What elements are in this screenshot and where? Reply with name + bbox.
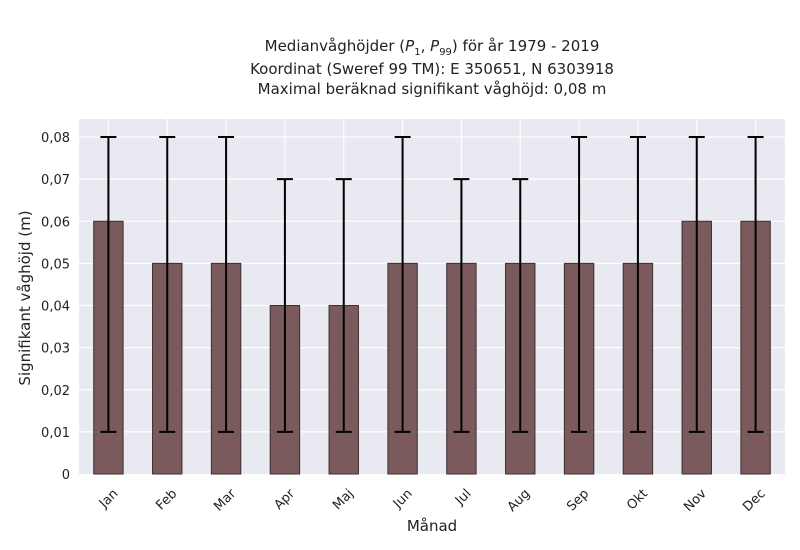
chart-title: Medianvåghöjder (P1, P99) för år 1979 - … <box>265 37 600 58</box>
x-tick-label-mar: Mar <box>211 486 239 514</box>
x-tick-label-aug: Aug <box>505 486 534 515</box>
x-tick-label-jan: Jan <box>96 486 121 511</box>
y-tick-label: 0,07 <box>41 173 70 188</box>
y-tick-label: 0,05 <box>41 257 70 272</box>
x-tick-label-jul: Jul <box>452 486 474 508</box>
x-ticks: Jan Feb Mar Apr Maj Jun Jul Aug Sep Okt Nov Dec <box>96 486 769 515</box>
x-tick-label-okt: Okt <box>624 486 651 513</box>
x-tick-label-dec: Dec <box>740 486 768 514</box>
error-bar-apr <box>276 178 293 433</box>
error-bars <box>100 136 764 433</box>
error-bar-maj <box>335 178 352 433</box>
x-tick-label-jun: Jun <box>390 486 416 512</box>
error-bar-nov <box>688 136 705 433</box>
error-bar-okt <box>629 136 646 433</box>
y-tick-label: 0 <box>62 468 70 483</box>
x-tick-label-sep: Sep <box>564 486 592 514</box>
x-axis-label: Månad <box>407 517 457 535</box>
error-bar-jul <box>453 178 470 433</box>
y-tick-label: 0,02 <box>41 384 70 399</box>
y-tick-label: 0,06 <box>41 215 70 230</box>
x-tick-label-nov: Nov <box>681 486 710 515</box>
y-ticks: 0 0,01 0,02 0,03 0,04 0,05 0,06 0,07 0,08 <box>41 131 70 483</box>
error-bar-dec <box>747 136 764 433</box>
y-tick-label: 0,08 <box>41 131 70 146</box>
y-tick-label: 0,04 <box>41 300 70 315</box>
error-bar-mar <box>218 136 235 433</box>
x-tick-label-apr: Apr <box>271 486 298 513</box>
plot-area <box>79 119 785 474</box>
y-axis-label: Signifikant våghöjd (m) <box>16 210 34 385</box>
y-tick-label: 0,01 <box>41 426 70 441</box>
error-bar-aug <box>512 178 529 433</box>
y-tick-label: 0,03 <box>41 342 70 357</box>
chart-subtitle-coordinates: Koordinat (Sweref 99 TM): E 350651, N 63… <box>250 60 614 78</box>
x-tick-label-maj: Maj <box>330 486 357 513</box>
x-tick-label-feb: Feb <box>153 486 180 513</box>
error-bar-feb <box>159 136 176 433</box>
error-bar-jan <box>100 136 117 433</box>
error-bar-jun <box>394 136 411 433</box>
chart-subtitle-max-height: Maximal beräknad signifikant våghöjd: 0,… <box>258 80 607 98</box>
error-bar-sep <box>571 136 588 433</box>
